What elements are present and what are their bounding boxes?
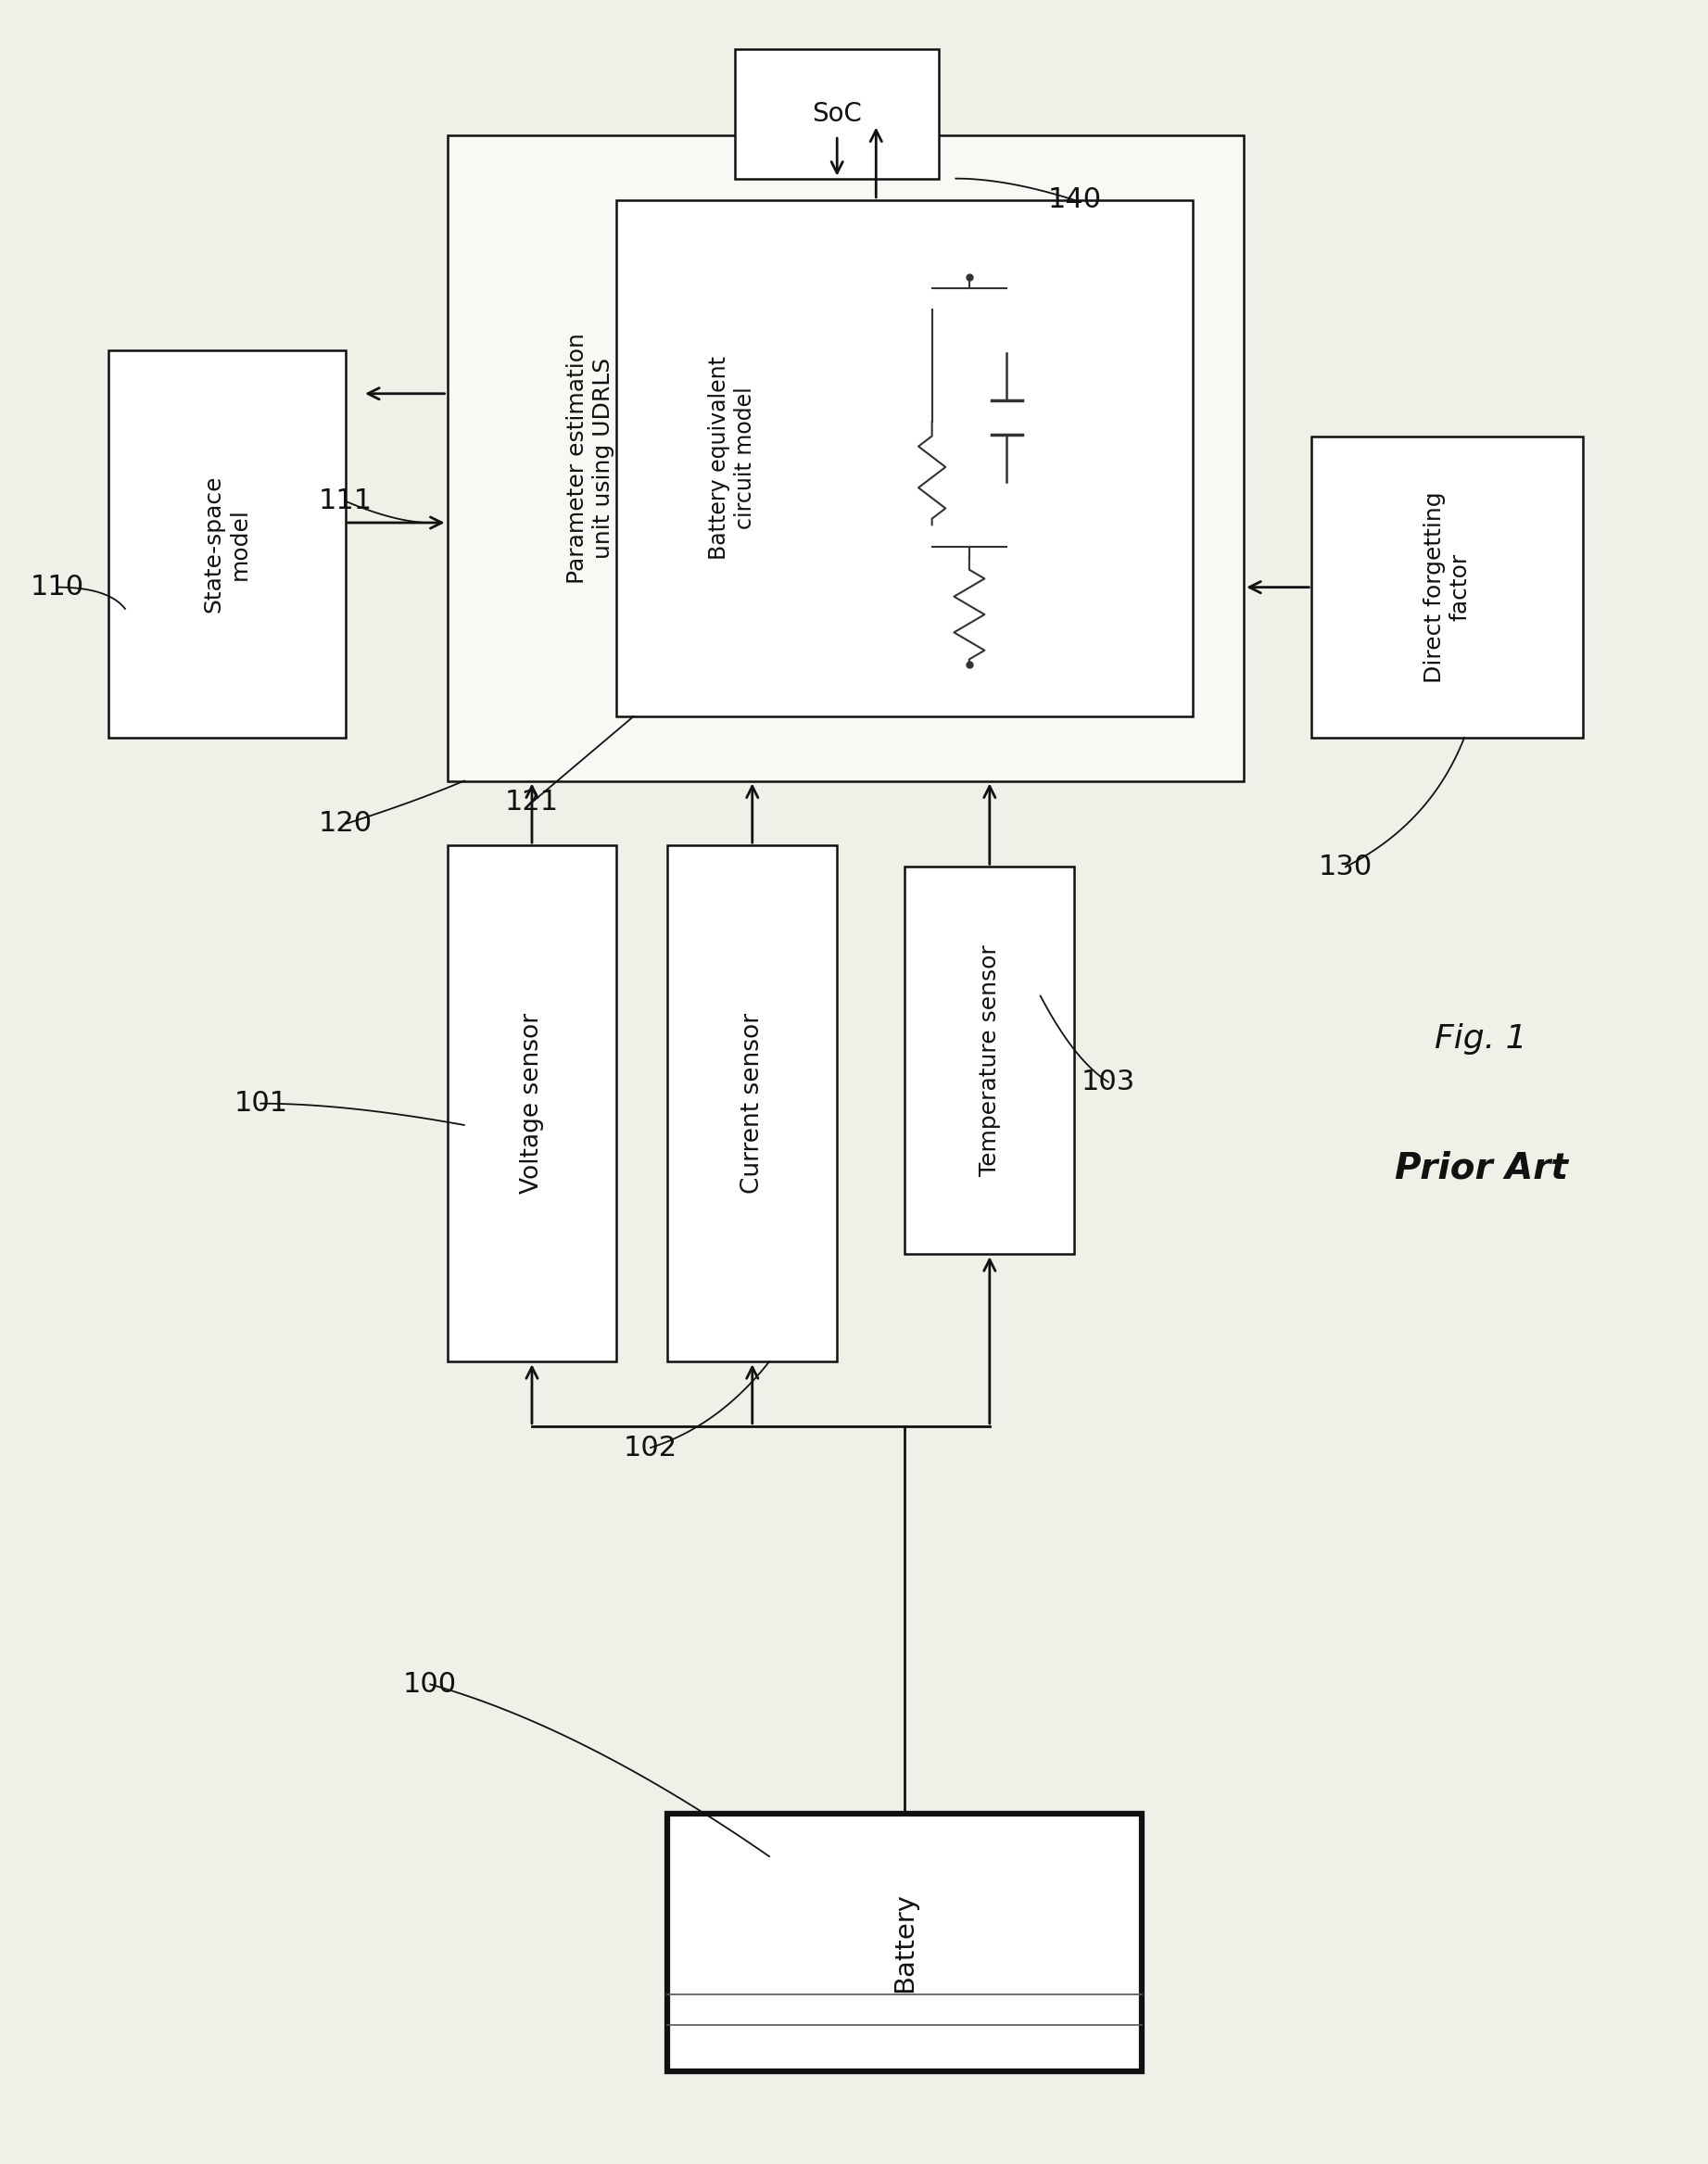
Text: 130: 130: [1319, 853, 1373, 881]
Text: 103: 103: [1081, 1069, 1136, 1095]
Text: 101: 101: [234, 1091, 287, 1117]
Text: Prior Art: Prior Art: [1394, 1151, 1568, 1186]
Text: Battery equivalent
circuit model: Battery equivalent circuit model: [707, 357, 757, 560]
Text: Fig. 1: Fig. 1: [1435, 1024, 1527, 1054]
FancyBboxPatch shape: [108, 351, 345, 738]
FancyBboxPatch shape: [447, 846, 617, 1361]
Text: 120: 120: [318, 812, 372, 837]
Text: 102: 102: [623, 1435, 678, 1461]
FancyBboxPatch shape: [668, 1813, 1143, 2071]
Text: Battery: Battery: [892, 1891, 917, 1993]
FancyBboxPatch shape: [1312, 437, 1583, 738]
Text: 111: 111: [318, 487, 372, 515]
Text: Parameter estimation
unit using UDRLS: Parameter estimation unit using UDRLS: [567, 333, 615, 584]
FancyBboxPatch shape: [736, 50, 939, 177]
FancyBboxPatch shape: [617, 199, 1192, 716]
Text: Voltage sensor: Voltage sensor: [519, 1013, 543, 1195]
Text: 100: 100: [403, 1671, 458, 1699]
Text: State-space
model: State-space model: [203, 476, 251, 612]
FancyBboxPatch shape: [905, 868, 1074, 1255]
Text: 121: 121: [506, 790, 559, 816]
FancyBboxPatch shape: [447, 136, 1243, 781]
Text: Current sensor: Current sensor: [740, 1013, 765, 1195]
FancyBboxPatch shape: [668, 846, 837, 1361]
Text: Temperature sensor: Temperature sensor: [979, 946, 1001, 1177]
Text: 140: 140: [1047, 186, 1102, 214]
Text: 110: 110: [31, 573, 84, 602]
Text: Direct forgetting
factor: Direct forgetting factor: [1423, 491, 1471, 684]
Text: SoC: SoC: [811, 102, 863, 128]
